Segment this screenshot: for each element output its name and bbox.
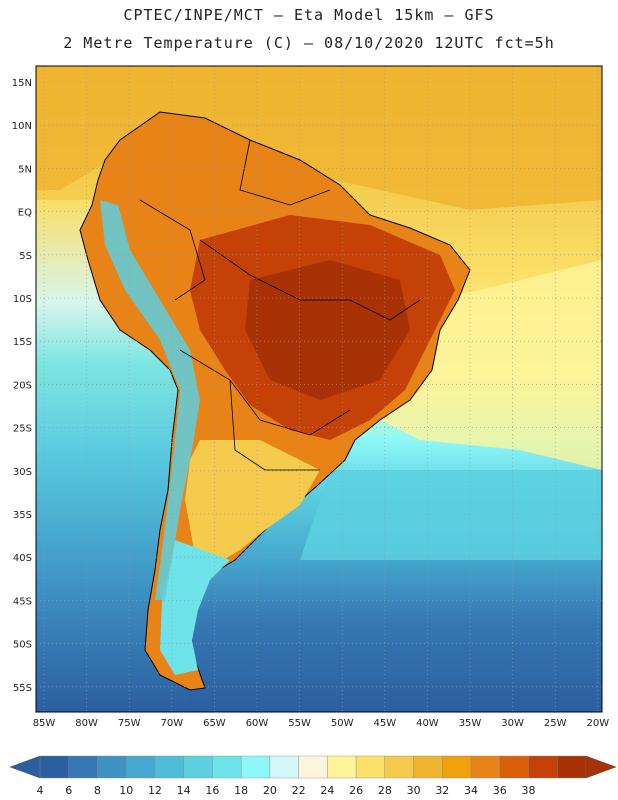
lat-label: 40S xyxy=(13,553,32,564)
colorbar-swatch xyxy=(470,755,500,779)
colorbar-label: 12 xyxy=(148,784,162,797)
lon-label: 75W xyxy=(118,718,141,729)
lon-label: 45W xyxy=(373,718,396,729)
colorbar-label: 14 xyxy=(177,784,191,797)
lat-label: 30S xyxy=(13,467,32,478)
lat-label: 45S xyxy=(13,596,32,607)
colorbar-label: 28 xyxy=(378,784,392,797)
lat-label: 55S xyxy=(13,683,32,694)
colorbar-label: 6 xyxy=(65,784,72,797)
map-frame xyxy=(35,65,603,713)
colorbar-label: 16 xyxy=(205,784,219,797)
lon-label: 55W xyxy=(288,718,311,729)
country-borders xyxy=(139,139,421,471)
southern-cone xyxy=(185,440,320,565)
colorbar-swatch xyxy=(97,755,127,779)
colorbar-label: 4 xyxy=(37,784,44,797)
lon-label: 35W xyxy=(459,718,482,729)
lat-label: EQ xyxy=(18,208,32,219)
lon-label: 85W xyxy=(33,718,56,729)
colorbar-label: 22 xyxy=(292,784,306,797)
lat-label: 5N xyxy=(18,164,32,175)
colorbar-swatch xyxy=(442,755,472,779)
colorbar-swatch xyxy=(212,755,242,779)
colorbar-label: 30 xyxy=(407,784,421,797)
colorbar-swatch xyxy=(68,755,98,779)
colorbar-swatch xyxy=(384,755,414,779)
lon-label: 50W xyxy=(331,718,354,729)
caribbean-warm xyxy=(36,66,602,210)
lat-label: 20S xyxy=(13,380,32,391)
lat-label: 10S xyxy=(13,294,32,305)
latitude-labels: 15N 10N 5N EQ 5S 10S 15S 20S 25S 30S 35S 40S 45S 50S 5… xyxy=(12,78,32,694)
colorbar-swatch xyxy=(126,755,156,779)
lat-label: 35S xyxy=(13,510,32,521)
lat-label: 15N xyxy=(12,78,32,89)
lat-label: 50S xyxy=(13,640,32,651)
lon-label: 25W xyxy=(544,718,567,729)
colorbar-label: 10 xyxy=(119,784,133,797)
colorbar-label: 36 xyxy=(493,784,507,797)
colorbar-label: 8 xyxy=(94,784,101,797)
colorbar-label: 34 xyxy=(464,784,478,797)
colorbar-swatch xyxy=(413,755,443,779)
colorbar-swatch xyxy=(557,755,587,779)
colorbar-swatch xyxy=(183,755,213,779)
colorbar-label: 32 xyxy=(435,784,449,797)
hottest-core xyxy=(245,260,410,400)
colorbar-swatch xyxy=(39,755,69,779)
lat-label: 5S xyxy=(19,251,32,262)
lat-label: 25S xyxy=(13,424,32,435)
colorbar-swatch xyxy=(327,755,357,779)
lon-label: 40W xyxy=(416,718,439,729)
map-field xyxy=(36,66,602,712)
lon-label: 70W xyxy=(160,718,183,729)
colorbar-swatch xyxy=(298,755,328,779)
map-subtitle: 2 Metre Temperature (C) – 08/10/2020 12U… xyxy=(63,34,555,52)
patagonia xyxy=(160,540,230,675)
lon-label: 20W xyxy=(586,718,609,729)
colorbar-label: 20 xyxy=(263,784,277,797)
lat-label: 15S xyxy=(13,337,32,348)
longitude-labels: 85W 80W 75W 70W 65W 60W 55W 50W 45W 40W 35W 30W 25W 2… xyxy=(33,718,610,729)
colorbar-swatch xyxy=(269,755,299,779)
colorbar-label: 18 xyxy=(234,784,248,797)
lon-label: 80W xyxy=(75,718,98,729)
lon-label: 30W xyxy=(501,718,524,729)
colorbar: 4 6 8 10 12 14 16 18 20 22 24 26 28 30 32 34 36 38 xyxy=(9,755,617,797)
colorbar-swatch xyxy=(528,755,558,779)
colorbar-label: 26 xyxy=(349,784,363,797)
south-atlantic-cool xyxy=(300,470,602,560)
colorbar-swatch xyxy=(154,755,184,779)
lon-label: 60W xyxy=(246,718,269,729)
colorbar-swatch xyxy=(355,755,386,779)
colorbar-swatch xyxy=(499,755,529,779)
colorbar-high-arrow xyxy=(585,755,617,779)
lat-label: 10N xyxy=(12,121,32,132)
map-title: CPTEC/INPE/MCT – Eta Model 15km – GFS xyxy=(123,6,495,24)
colorbar-swatch xyxy=(240,755,271,779)
colorbar-low-arrow xyxy=(9,755,41,779)
colorbar-label: 38 xyxy=(522,784,536,797)
andes-strip xyxy=(100,200,200,600)
colorbar-label: 24 xyxy=(320,784,334,797)
lon-label: 65W xyxy=(203,718,226,729)
